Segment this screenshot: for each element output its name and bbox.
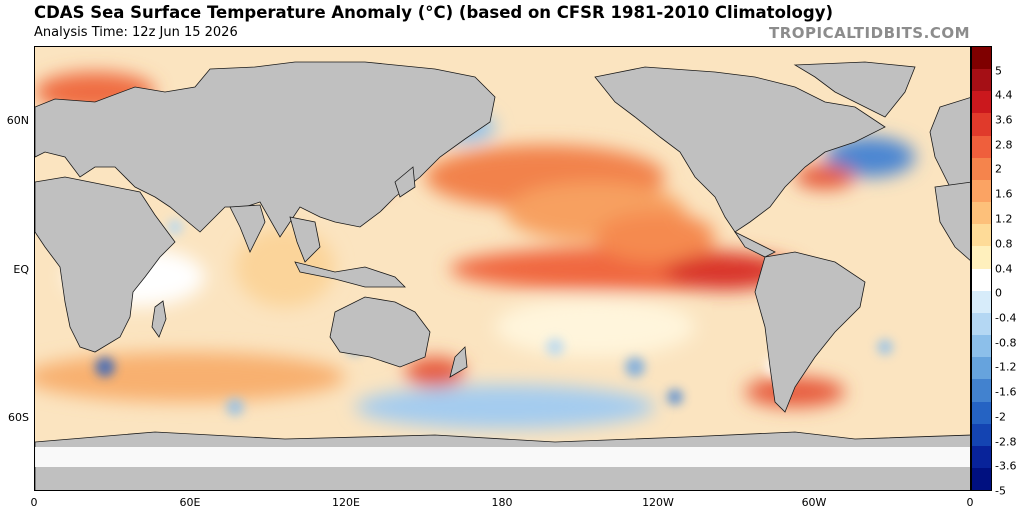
colorbar-swatch [972, 224, 991, 247]
australia-land [329, 296, 431, 368]
colorbar-swatch [972, 357, 991, 380]
colorbar-label: -5 [995, 484, 1006, 498]
lon-label-0-east: 0 [966, 496, 974, 509]
lon-label-0: 0 [30, 496, 38, 509]
colorbar-label: 0.8 [995, 237, 1013, 251]
colorbar-label: 5 [995, 64, 1002, 78]
colorbar-label: 2 [995, 162, 1002, 176]
colorbar-swatch [972, 401, 991, 424]
analysis-time: Analysis Time: 12z Jun 15 2026 [34, 25, 238, 40]
colorbar-label: 2.8 [995, 138, 1013, 152]
colorbar-swatch [972, 312, 991, 336]
colorbar-label: -1.2 [995, 360, 1017, 374]
lon-label-60e: 60E [179, 496, 201, 509]
lon-label-120e: 120E [332, 496, 360, 509]
colorbar-label: -0.8 [995, 336, 1017, 350]
colorbar-swatch [972, 91, 991, 114]
colorbar-label: 3.6 [995, 113, 1013, 127]
colorbar-swatch [972, 467, 991, 491]
madagascar-land [151, 300, 167, 338]
colorbar-label: -2.8 [995, 435, 1017, 449]
map-canvas [35, 47, 970, 490]
colorbar-swatch [972, 135, 991, 158]
map-title: CDAS Sea Surface Temperature Anomaly (°C… [34, 3, 834, 22]
central-america-land [733, 230, 776, 258]
colorbar-swatch [972, 423, 991, 446]
colorbar-swatch [972, 290, 991, 313]
colorbar-label: 1.2 [995, 212, 1013, 226]
color-scale-bar [971, 46, 992, 491]
sst-anomaly-map [34, 46, 971, 491]
colorbar-label: -1.6 [995, 385, 1017, 399]
new-zealand-land [449, 346, 468, 378]
source-watermark: TROPICALTIDBITS.COM [769, 24, 970, 42]
colorbar-swatch [972, 246, 991, 269]
colorbar-label: -3.6 [995, 459, 1017, 473]
lat-label-60n: 60N [6, 114, 29, 127]
indonesia-land [294, 261, 406, 288]
eurasia-land [35, 61, 496, 238]
colorbar-label: 0 [995, 286, 1002, 300]
colorbar-swatch [972, 335, 991, 358]
lat-label-eq: EQ [13, 263, 29, 276]
japan-land [394, 166, 416, 198]
greenland-land [793, 61, 916, 118]
se-asia-land [289, 216, 321, 263]
north-america-land [594, 66, 886, 233]
lon-label-120w: 120W [642, 496, 674, 509]
colorbar-swatch [972, 268, 991, 291]
colorbar-swatch [972, 445, 991, 468]
lon-label-60w: 60W [801, 496, 827, 509]
colorbar-label: 0.4 [995, 262, 1013, 276]
africa-land [35, 176, 176, 353]
colorbar-swatch [972, 202, 991, 225]
lon-label-180: 180 [491, 496, 513, 509]
colorbar-swatch [972, 47, 991, 70]
south-america-land [754, 251, 866, 413]
colorbar-label: -0.4 [995, 311, 1017, 325]
colorbar-label: 4.4 [995, 88, 1013, 102]
west-africa-land [934, 181, 970, 261]
colorbar-label: 1.6 [995, 187, 1013, 201]
colorbar-swatch [972, 157, 991, 180]
colorbar-swatch [972, 179, 991, 203]
india-land [229, 204, 266, 253]
lat-label-60s: 60S [8, 411, 29, 424]
sea-ice [35, 447, 970, 467]
colorbar-swatch [972, 379, 991, 402]
colorbar-swatch [972, 69, 991, 92]
colorbar-label: -2 [995, 410, 1006, 424]
land-masses [35, 61, 970, 490]
colorbar-swatch [972, 113, 991, 136]
